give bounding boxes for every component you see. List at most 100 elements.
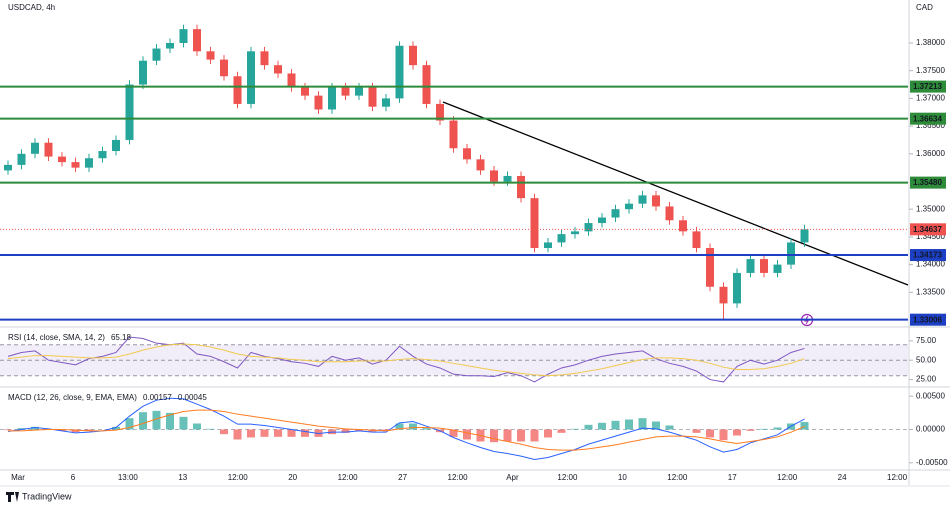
indicator-title: RSI (14, close, SMA, 14, 2) [8,333,105,342]
y-tick-label: 1.34000 [916,260,945,269]
histogram-bar [301,429,309,437]
histogram-bar [112,426,120,430]
x-tick-label: 12:00 [557,473,578,482]
candle-body [382,98,390,107]
candle-body [598,217,606,224]
candle-body [773,264,782,273]
x-tick-label: 12:00 [228,473,249,482]
indicator-value: 65.18 [111,333,132,342]
indicator-title: MACD (12, 26, close, 9, EMA, EMA) [8,393,137,402]
y-tick-label: 75.00 [916,336,937,345]
candle-body [800,229,809,243]
histogram-bar [220,429,228,435]
x-tick-label: 6 [71,473,76,482]
histogram-bar [125,418,134,430]
x-tick-label: 10 [618,473,627,482]
candle-body [58,156,66,163]
histogram-bar [409,423,417,430]
candle-body [422,65,431,104]
histogram-bar [206,428,215,430]
histogram-bar [152,410,161,430]
candle-body [679,220,687,232]
candle-body [544,242,552,248]
rsi-line [7,343,805,377]
candle-body [625,203,633,210]
price-tag [910,313,946,326]
x-tick-label: 24 [838,473,847,482]
x-tick-label: 12:00 [667,473,688,482]
histogram-bar [355,429,363,431]
x-tick-label: 13:00 [118,473,139,482]
y-tick-label: 1.34500 [916,232,945,241]
histogram-bar [800,422,809,430]
candle-body [31,142,39,154]
x-tick-label: 12:00 [887,473,908,482]
histogram-bar [638,418,647,430]
price-tag-label: 1.34173 [913,251,942,260]
histogram-bar [773,427,782,430]
candle-body [584,223,593,232]
histogram-bar [503,429,512,442]
brand-logo [6,492,19,502]
price-tag-label: 1.36634 [913,114,942,123]
price-tag-label: 1.34637 [913,225,942,234]
candle-body [449,120,458,149]
candle-body [692,231,701,248]
candle-body [260,51,269,66]
price-tag [910,249,946,262]
candle-body [179,29,188,43]
rsi-line [7,336,805,383]
histogram-bar [571,428,579,430]
histogram-bar [719,429,728,441]
candle-body [220,59,228,77]
candle-body [760,259,768,273]
histogram-bar [4,429,12,431]
histogram-bar [31,426,39,430]
x-tick-label: 12:00 [777,473,798,482]
candle-body [436,103,444,121]
y-tick-label: 1.36000 [916,149,945,158]
candle-body [71,162,80,168]
histogram-bar [665,425,674,430]
candle-body [787,242,795,265]
candle-body [530,198,539,248]
y-tick-label: 1.38000 [916,38,945,47]
candle-body [490,170,498,182]
candle-body [746,259,755,273]
candle-body [233,76,242,104]
candle-body [206,51,215,60]
histogram-bar [544,429,552,438]
histogram-bar [746,429,755,431]
price-tag [910,223,946,236]
candle-body [638,195,647,204]
histogram-bar [517,429,525,442]
histogram-bar [58,429,66,431]
histogram-bar [611,420,620,430]
x-tick-label: Apr [506,473,519,482]
candle-body [44,142,53,157]
histogram-bar [530,429,539,442]
candle-body [665,206,674,221]
candle-body [395,45,404,99]
histogram-bar [598,422,606,430]
y-tick-label: 0.00000 [916,425,945,434]
candle-body [274,65,282,74]
histogram-bar [490,429,498,443]
y-tick-label: 1.37000 [916,94,945,103]
candle-body [503,175,512,182]
histogram-bar [341,429,350,433]
histogram-bar [274,429,282,437]
candle-body [166,42,174,49]
y-tick-label: 1.33500 [916,287,945,296]
histogram-bar [463,429,471,440]
macd-line [8,409,805,451]
histogram-bar [625,419,633,430]
candle-body [112,139,120,152]
macd-line [7,397,805,460]
x-tick-label: 13 [178,473,187,482]
x-tick-label: Mar [11,473,25,482]
y-tick-label: 25.00 [916,375,937,384]
histogram-bar [193,423,201,430]
candle-body [247,51,255,104]
histogram-bar [557,429,566,433]
